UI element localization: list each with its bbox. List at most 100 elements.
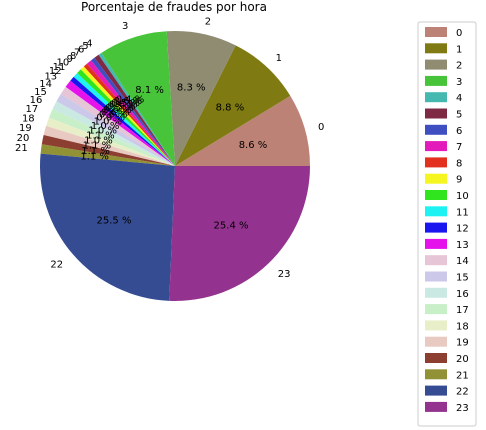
legend-swatch-7 xyxy=(425,141,447,152)
pie-slice-11 xyxy=(73,73,175,166)
pct-label-16: 1.0 % xyxy=(88,126,117,137)
legend-label-0: 0 xyxy=(456,28,462,39)
pie-labels: 0 8.6 % 1 8.8 % 2 8.3 % 3 8.1 % 4 0.4 % 5 0.6 % 6 0.5… xyxy=(15,17,324,281)
legend-label-5: 5 xyxy=(456,110,462,121)
slice-label-18: 18 xyxy=(22,113,35,124)
pie-slice-12 xyxy=(70,76,175,166)
legend-label-20: 20 xyxy=(456,354,469,365)
slice-label-4: 4 xyxy=(86,39,92,50)
pie-slice-21 xyxy=(40,144,175,166)
pct-label-22: 25.5 % xyxy=(97,215,132,226)
legend-label-9: 9 xyxy=(456,175,462,186)
legend-swatch-19 xyxy=(425,336,447,347)
legend-label-1: 1 xyxy=(456,44,462,55)
legend-swatch-17 xyxy=(425,304,447,315)
slice-label-9: 9 xyxy=(67,54,73,65)
legend-swatch-0 xyxy=(425,27,447,37)
legend-swatch-23 xyxy=(425,401,447,412)
legend-swatch-13 xyxy=(425,238,447,249)
pie-slice-15 xyxy=(56,94,175,166)
pie-slice-8 xyxy=(83,63,175,166)
slice-label-1: 1 xyxy=(276,53,282,64)
pie-slice-1 xyxy=(175,45,291,166)
legend-swatch-22 xyxy=(425,385,447,396)
legend-label-17: 17 xyxy=(456,305,469,316)
pct-label-2: 8.3 % xyxy=(177,83,206,94)
pct-label-11: 0.6 % xyxy=(101,107,130,118)
legend-swatch-5 xyxy=(425,108,447,119)
legend-swatch-9 xyxy=(425,173,447,184)
legend-label-16: 16 xyxy=(456,289,469,300)
pie-slice-23 xyxy=(169,166,310,301)
pie-slice-7 xyxy=(87,60,175,167)
pct-label-12: 0.6 % xyxy=(99,110,128,121)
slice-label-2: 2 xyxy=(205,17,211,28)
legend-swatch-8 xyxy=(425,157,447,168)
slice-label-22: 22 xyxy=(50,260,63,271)
pct-label-10: 0.6 % xyxy=(103,105,132,116)
pie-slice-22 xyxy=(40,153,176,301)
slice-label-12: 12 xyxy=(49,66,62,77)
pie-slice-13 xyxy=(65,80,175,166)
legend-swatch-21 xyxy=(425,369,447,380)
slice-label-19: 19 xyxy=(19,123,32,134)
slice-label-21: 21 xyxy=(15,143,28,154)
pct-label-3: 8.1 % xyxy=(135,85,164,96)
pie-slice-18 xyxy=(46,117,176,166)
pct-label-14: 1.0 % xyxy=(94,117,123,128)
legend-swatch-4 xyxy=(425,92,447,103)
pie-slice-0 xyxy=(175,95,310,166)
slice-label-5: 5 xyxy=(82,41,88,52)
slice-label-20: 20 xyxy=(17,133,30,144)
legend-label-2: 2 xyxy=(456,61,462,72)
slice-label-0: 0 xyxy=(318,122,324,133)
pct-label-18: 1.0 % xyxy=(84,135,113,146)
slice-label-10: 10 xyxy=(57,58,70,69)
pct-label-8: 0.5 % xyxy=(107,101,136,112)
legend-label-13: 13 xyxy=(456,240,469,251)
slice-label-14: 14 xyxy=(39,79,52,90)
pie-slice-17 xyxy=(48,109,176,166)
legend-label-21: 21 xyxy=(456,370,469,381)
legend-swatch-18 xyxy=(425,320,447,331)
pct-label-13: 0.9 % xyxy=(96,113,125,124)
pct-label-20: 1.1 % xyxy=(81,146,110,157)
legend-swatch-3 xyxy=(425,75,447,86)
pie-slice-6 xyxy=(90,57,175,166)
legend-label-3: 3 xyxy=(456,77,462,88)
pie-slices xyxy=(40,30,310,301)
legend-swatch-15 xyxy=(425,271,447,282)
pct-label-21: 1.1 % xyxy=(80,152,109,163)
pie-slice-9 xyxy=(80,66,175,166)
pie-slice-19 xyxy=(43,125,176,166)
legend-swatch-14 xyxy=(425,255,447,266)
legend-swatch-20 xyxy=(425,353,447,363)
pct-label-1: 8.8 % xyxy=(216,102,245,113)
slice-label-3: 3 xyxy=(122,21,128,32)
pct-label-4: 0.4 % xyxy=(116,95,145,106)
legend-swatch-12 xyxy=(425,222,447,233)
pie-slice-14 xyxy=(60,86,175,166)
legend-label-7: 7 xyxy=(456,142,462,153)
legend-label-6: 6 xyxy=(456,126,462,137)
legend-label-4: 4 xyxy=(456,93,462,104)
pie-slice-10 xyxy=(77,69,175,166)
pct-label-9: 0.5 % xyxy=(105,103,134,114)
legend-label-12: 12 xyxy=(456,224,469,235)
legend-label-8: 8 xyxy=(456,158,462,169)
legend-swatch-2 xyxy=(425,59,447,70)
legend-swatch-1 xyxy=(425,43,447,54)
pie-slice-2 xyxy=(166,30,236,166)
slice-label-23: 23 xyxy=(278,269,291,280)
legend-label-18: 18 xyxy=(456,321,469,332)
pct-label-15: 1.0 % xyxy=(91,121,120,132)
pct-label-5: 0.6 % xyxy=(114,96,143,107)
slice-label-8: 8 xyxy=(70,51,76,62)
legend-label-10: 10 xyxy=(456,191,469,202)
legend-label-15: 15 xyxy=(456,273,469,284)
pct-label-6: 0.5 % xyxy=(111,98,140,109)
pie-slice-20 xyxy=(41,134,175,166)
legend-swatch-11 xyxy=(425,206,447,217)
slice-label-15: 15 xyxy=(34,87,47,98)
